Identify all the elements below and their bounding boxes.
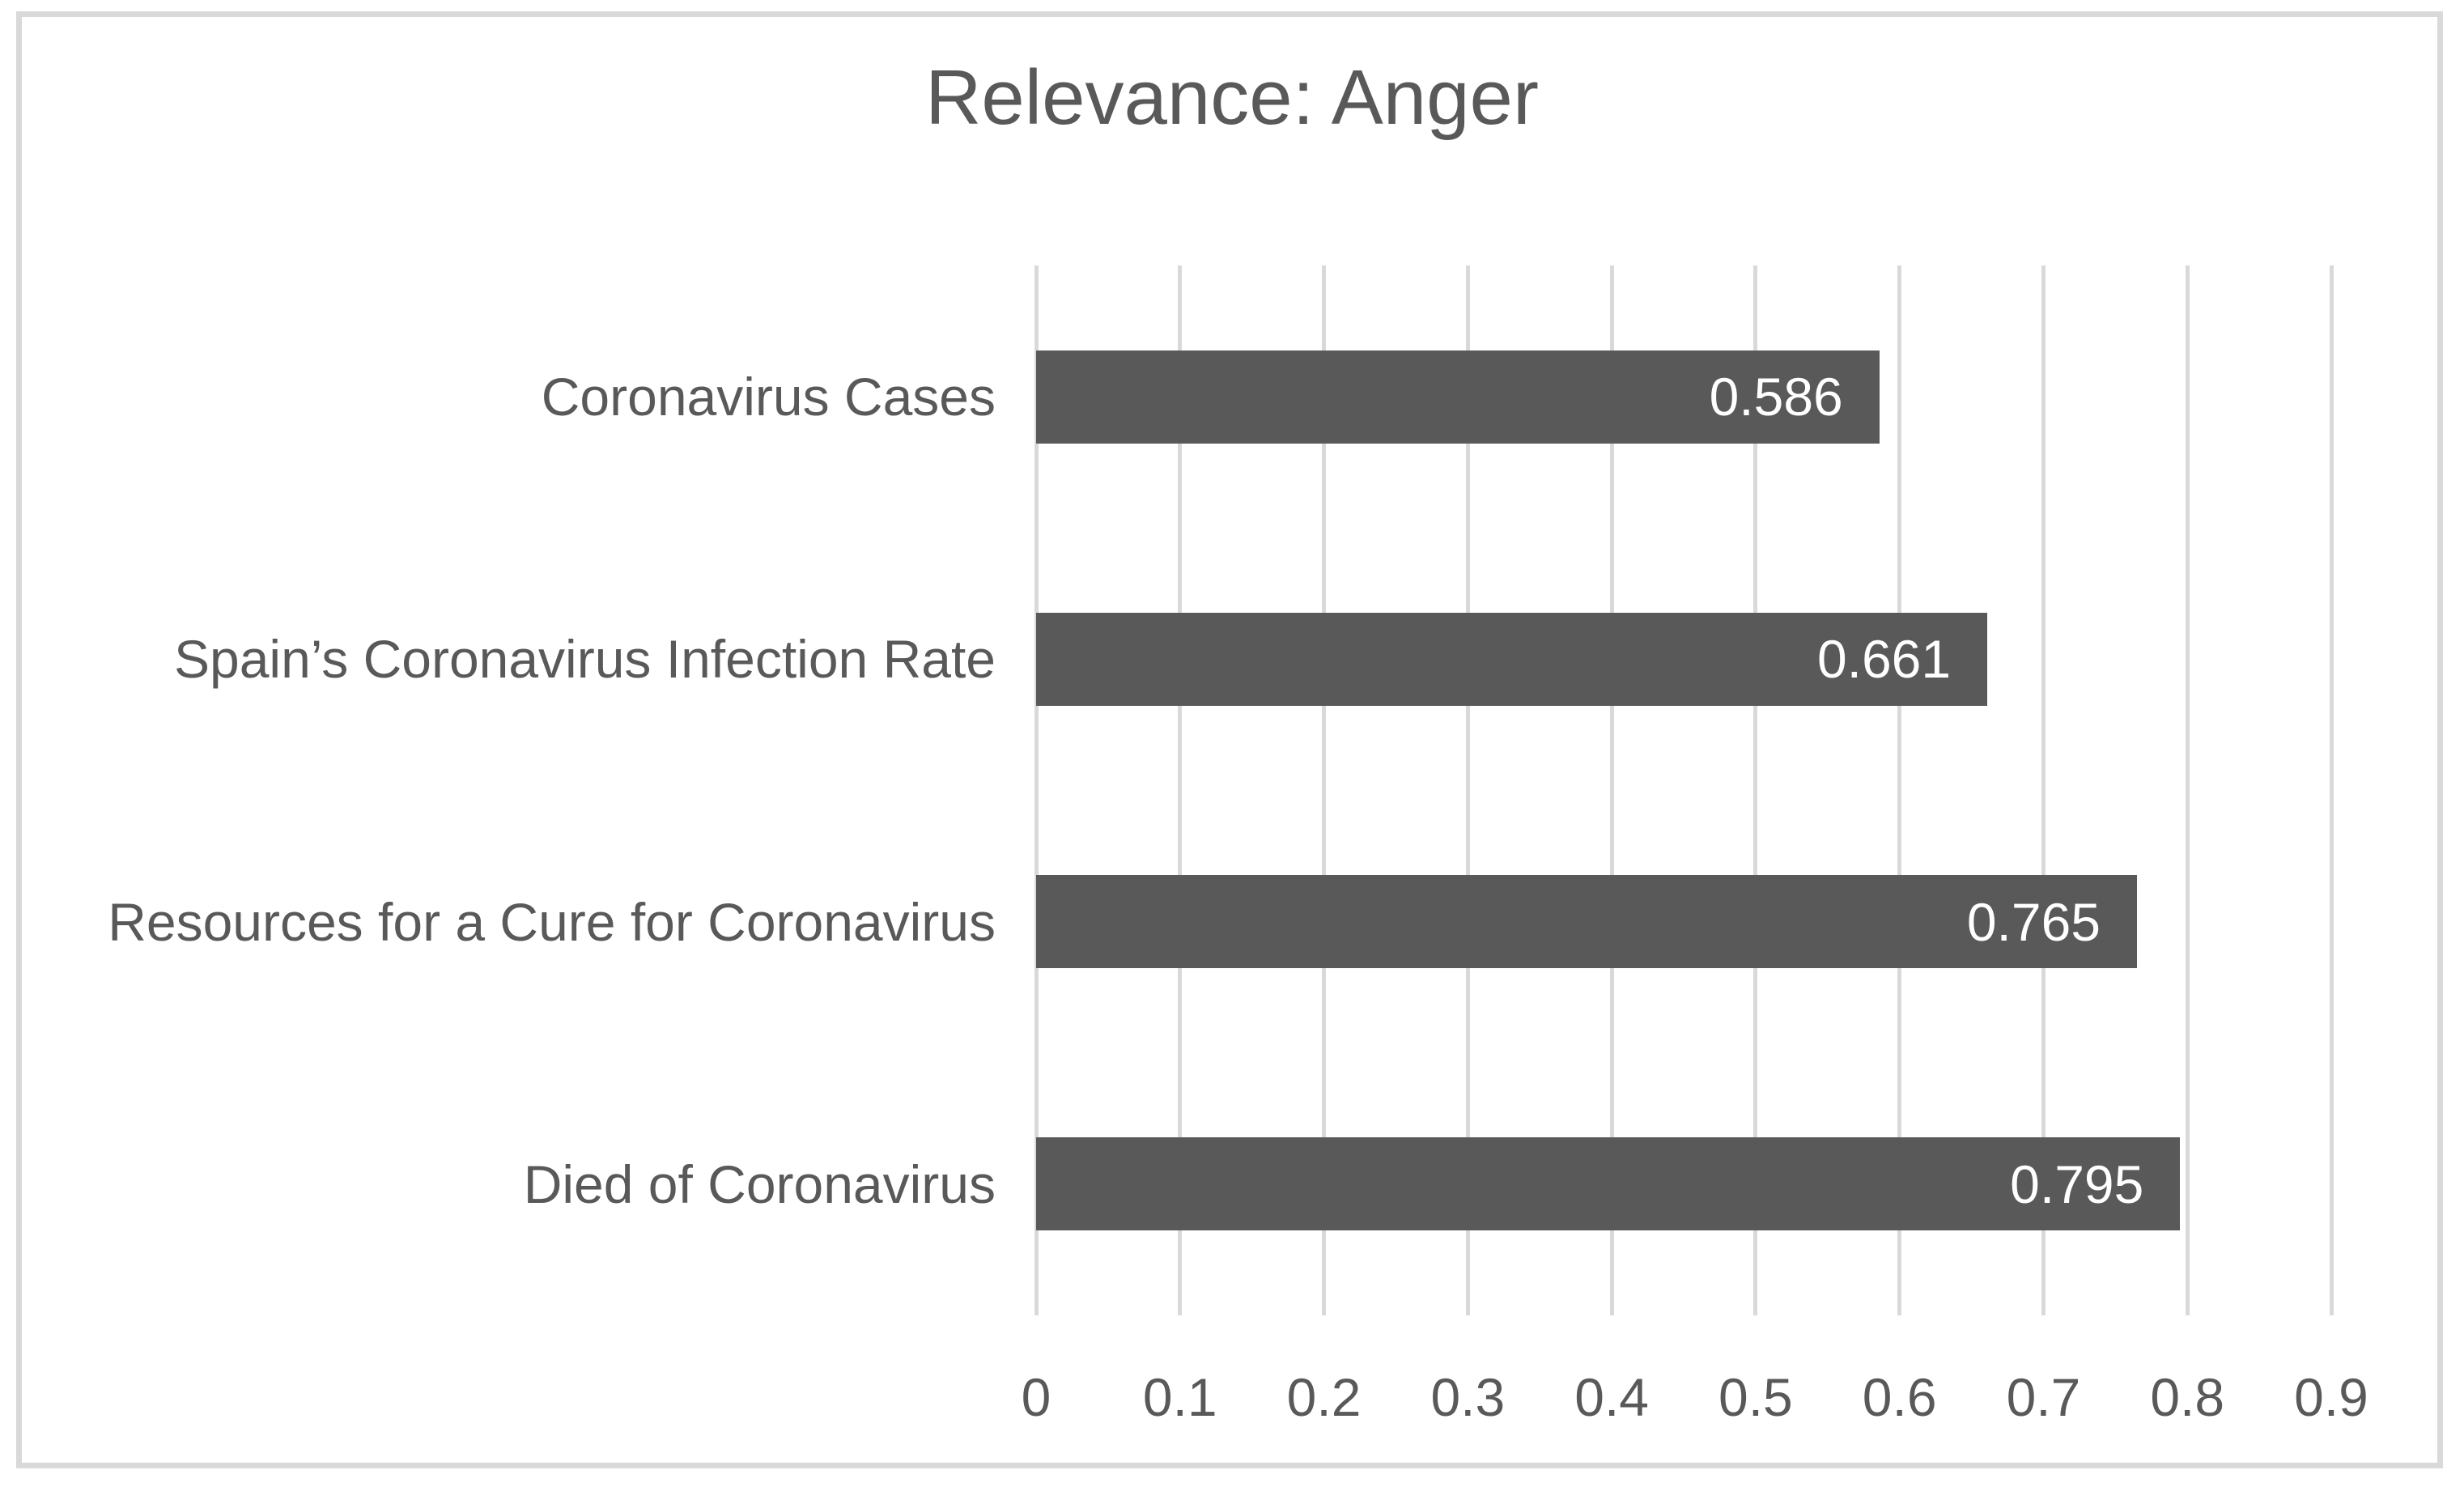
category-label: Died of Coronavirus [523,1153,996,1214]
gridline [1753,266,1758,1315]
x-axis-tick-label: 0.3 [1430,1367,1506,1427]
gridline [2185,266,2190,1315]
gridline [2041,266,2046,1315]
x-axis-tick-label: 0.7 [2006,1367,2081,1427]
x-axis-tick-label: 0.4 [1574,1367,1649,1427]
gridline [1178,266,1183,1315]
bar: 0.586 [1036,350,1880,444]
x-axis-tick-label: 0.6 [1862,1367,1937,1427]
bar-value-label: 0.661 [1816,629,1952,690]
x-axis-tick-label: 0.1 [1142,1367,1217,1427]
gridline [1465,266,1470,1315]
bar-value-label: 0.795 [2010,1153,2144,1214]
gridline [1897,266,1902,1315]
category-label: Resources for a Cure for Coronavirus [108,891,996,952]
gridline [1322,266,1327,1315]
gridline [1034,266,1039,1315]
x-axis-tick-label: 0.9 [2294,1367,2368,1427]
x-axis-tick-label: 0 [1021,1367,1051,1427]
plot-area: 0.586 0.661 0.765 0.795 [1034,266,2334,1315]
x-axis-tick-label: 0.5 [1718,1367,1793,1427]
bar: 0.795 [1036,1137,2181,1231]
category-label: Spain’s Coronavirus Infection Rate [173,629,996,690]
gridline [2329,266,2334,1315]
category-label: Coronavirus Cases [541,367,996,427]
bar: 0.765 [1036,875,2137,969]
bar-value-label: 0.586 [1709,367,1843,427]
chart-title: Relevance: Anger [925,54,1539,141]
bar: 0.661 [1036,612,1988,706]
x-axis-tick-label: 0.8 [2150,1367,2225,1427]
gridline [1609,266,1614,1315]
x-axis-tick-label: 0.2 [1286,1367,1362,1427]
bar-value-label: 0.765 [1966,891,2101,952]
